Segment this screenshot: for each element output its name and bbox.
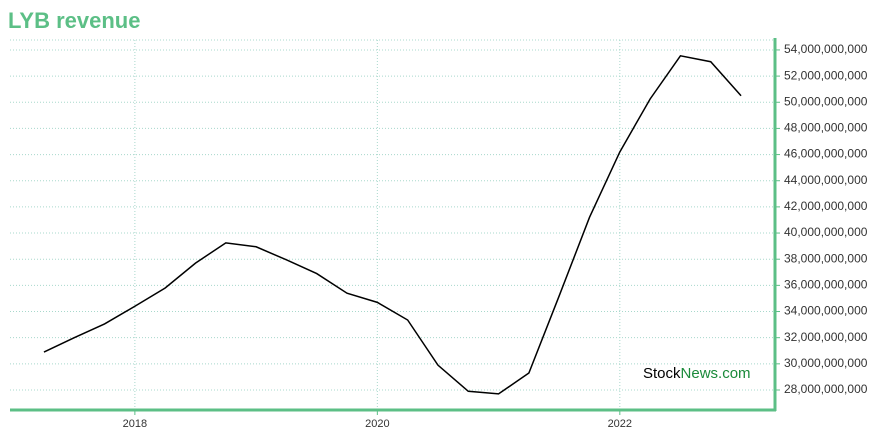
line-series <box>43 54 742 395</box>
y-tick-label: 34,000,000,000 <box>784 304 868 318</box>
watermark-left: Stock <box>643 365 681 382</box>
watermark-right: News.com <box>681 365 751 382</box>
x-tick-label: 2020 <box>365 418 389 430</box>
x-tick-label: 2022 <box>608 418 632 430</box>
y-tick-label: 54,000,000,000 <box>784 42 868 56</box>
y-tick-label: 42,000,000,000 <box>784 199 868 213</box>
y-tick-label: 46,000,000,000 <box>784 147 868 161</box>
y-tick-label: 48,000,000,000 <box>784 121 868 135</box>
watermark: StockNews.com <box>643 365 751 382</box>
y-tick-label: 30,000,000,000 <box>784 356 868 370</box>
y-tick-label: 40,000,000,000 <box>784 225 868 239</box>
chart-title: LYB revenue <box>8 8 140 33</box>
y-tick-label: 38,000,000,000 <box>784 251 868 265</box>
y-tick-label: 32,000,000,000 <box>784 330 868 344</box>
y-tick-label: 36,000,000,000 <box>784 278 868 292</box>
y-tick-label: 50,000,000,000 <box>784 94 868 108</box>
y-tick-label: 52,000,000,000 <box>784 68 868 82</box>
y-tick-label: 44,000,000,000 <box>784 173 868 187</box>
x-tick-label: 2018 <box>123 418 147 430</box>
y-tick-label: 28,000,000,000 <box>784 382 868 396</box>
